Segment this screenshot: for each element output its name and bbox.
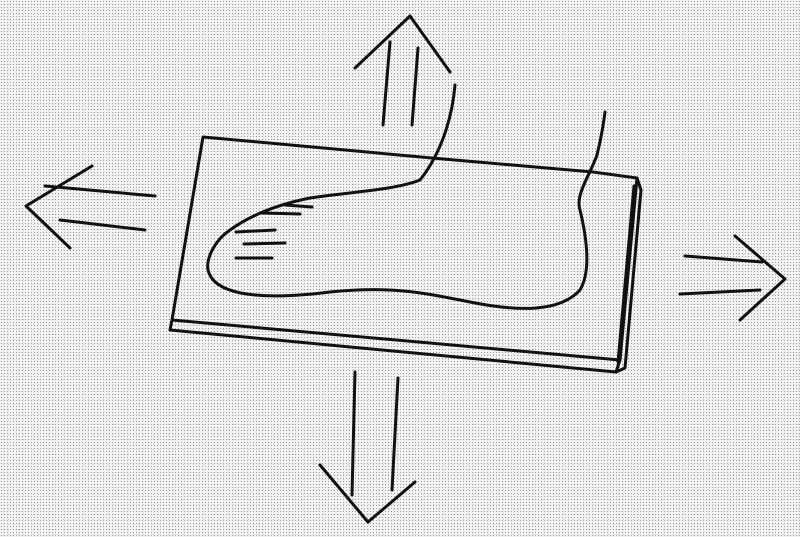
platform-top-face: [170, 135, 639, 362]
left-arrow: [24, 164, 157, 250]
platform-side-edge: [614, 176, 643, 374]
right-arrow-head: [733, 234, 787, 322]
platform-plate: [168, 135, 643, 374]
down-arrow-shaft-left: [350, 370, 357, 497]
foot-outline: [206, 83, 607, 310]
foot-toe-line-4: [260, 211, 302, 216]
left-arrow-shaft-bottom: [58, 218, 147, 232]
up-arrow-head: [353, 14, 452, 74]
up-arrow: [353, 14, 452, 127]
foot-toe-line-5: [283, 203, 314, 209]
foot-toe-line-1: [234, 228, 277, 234]
down-arrow-shaft-right: [390, 376, 400, 492]
right-arrow: [678, 234, 787, 322]
foot-toe-and-sole: [206, 196, 589, 310]
left-arrow-head: [24, 164, 94, 250]
right-arrow-shaft-top: [683, 254, 764, 264]
up-arrow-shaft-right: [410, 46, 420, 127]
down-arrow-head: [318, 463, 417, 524]
foot-toe-line-2: [242, 241, 287, 246]
down-arrow: [318, 370, 417, 524]
up-arrow-shaft-left: [381, 40, 392, 127]
platform-inner-edge: [616, 184, 636, 364]
left-arrow-shaft-top: [43, 184, 157, 198]
platform-front-edge: [168, 318, 622, 374]
foot-heel-back: [577, 110, 607, 212]
foot-shin-front: [308, 83, 457, 200]
right-arrow-shaft-bottom: [678, 288, 762, 296]
